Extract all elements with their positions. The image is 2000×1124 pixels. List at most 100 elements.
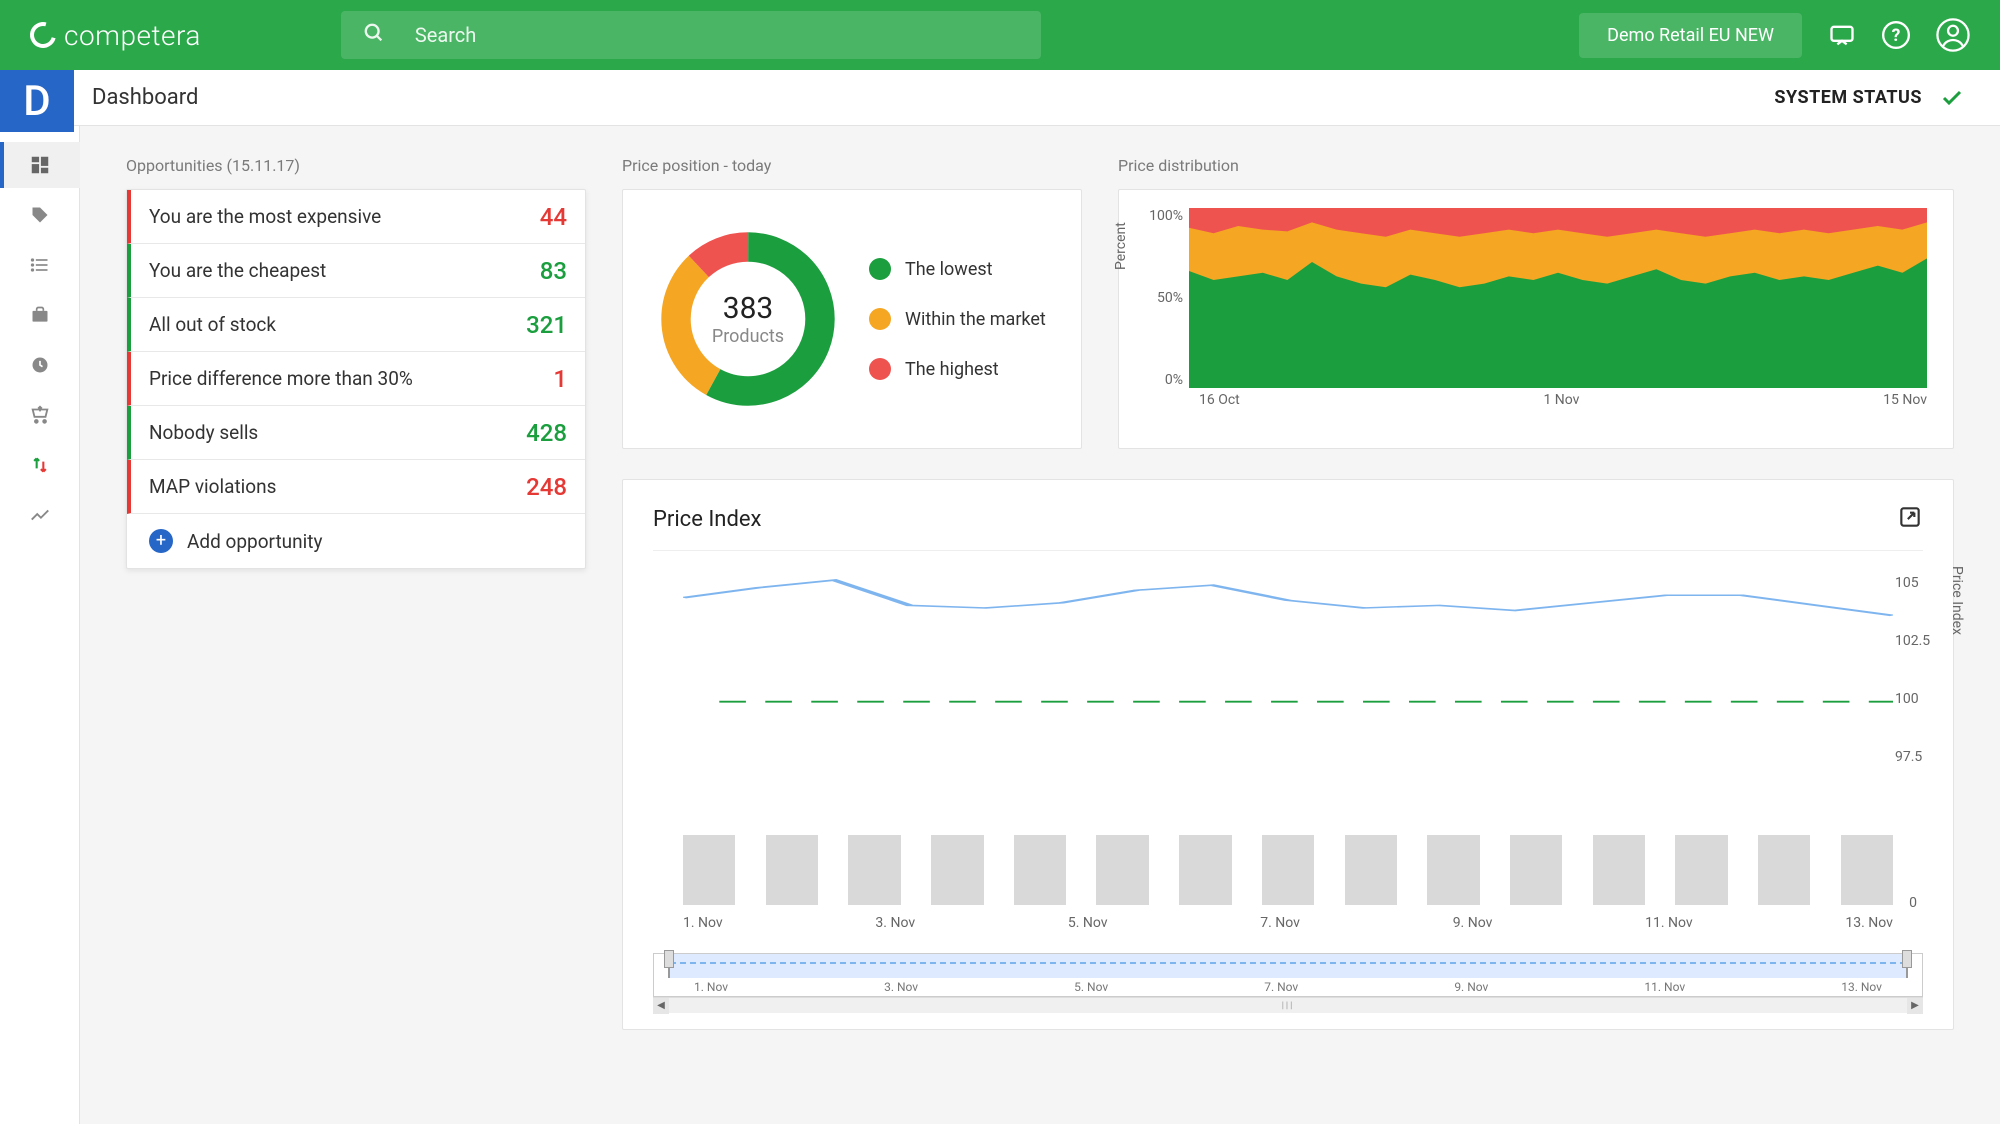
pi-bar bbox=[1345, 835, 1397, 905]
legend-dot-icon bbox=[869, 258, 891, 280]
sidenav-tag[interactable] bbox=[0, 192, 80, 238]
brush-handle-right[interactable] bbox=[1902, 950, 1912, 968]
pi-bar bbox=[931, 835, 983, 905]
expand-icon[interactable] bbox=[1897, 504, 1923, 534]
sidenav-dashboard[interactable] bbox=[0, 142, 80, 188]
pi-bar bbox=[683, 835, 735, 905]
legend-dot-icon bbox=[869, 308, 891, 330]
opportunity-row[interactable]: You are the cheapest83 bbox=[127, 244, 585, 298]
scroll-right-icon[interactable]: ▶ bbox=[1907, 998, 1923, 1014]
brand-logo[interactable]: competera bbox=[30, 19, 201, 52]
opportunity-value: 428 bbox=[526, 419, 567, 447]
brand-logo-icon bbox=[25, 17, 61, 53]
sidenav-history[interactable] bbox=[0, 342, 80, 388]
pi-bar bbox=[1014, 835, 1066, 905]
add-opportunity-button[interactable]: +Add opportunity bbox=[127, 514, 585, 568]
price-position-section: Price position - today 383 Products The … bbox=[622, 156, 1082, 449]
pi-bar bbox=[1179, 835, 1231, 905]
opportunity-value: 1 bbox=[553, 365, 567, 393]
opportunity-row[interactable]: MAP violations248 bbox=[127, 460, 585, 514]
top-row: Price position - today 383 Products The … bbox=[622, 156, 1954, 449]
search-input[interactable] bbox=[415, 23, 1019, 47]
pi-bar bbox=[1510, 835, 1562, 905]
opportunity-value: 321 bbox=[526, 311, 567, 339]
chat-icon[interactable] bbox=[1828, 21, 1856, 49]
topbar: competera Demo Retail EU NEW ? bbox=[0, 0, 2000, 70]
price-index-line-chart: 105 102.5 100 97.5 Price Index bbox=[683, 575, 1893, 815]
user-avatar-icon[interactable] bbox=[1936, 18, 1970, 52]
price-index-bars: 0 bbox=[683, 815, 1893, 905]
cart-icon bbox=[29, 404, 51, 426]
price-index-card: Price Index 105 102.5 100 97.5 Price Ind… bbox=[622, 479, 1954, 1030]
opportunity-label: All out of stock bbox=[149, 313, 276, 336]
pi-axis-label: Price Index bbox=[1949, 566, 1965, 635]
search-icon bbox=[363, 22, 385, 48]
opportunity-label: MAP violations bbox=[149, 475, 276, 498]
pi-bar bbox=[1841, 835, 1893, 905]
legend-item: The lowest bbox=[869, 258, 1046, 280]
pi-bar bbox=[848, 835, 900, 905]
help-icon[interactable]: ? bbox=[1882, 21, 1910, 49]
svg-text:?: ? bbox=[1892, 26, 1901, 46]
price-position-title: Price position - today bbox=[622, 156, 1082, 175]
pi-bar bbox=[1096, 835, 1148, 905]
grid-icon bbox=[29, 154, 51, 176]
pi-bar bbox=[1427, 835, 1479, 905]
opportunity-row[interactable]: Nobody sells 428 bbox=[127, 406, 585, 460]
sidenav bbox=[0, 126, 80, 1124]
legend-dot-icon bbox=[869, 358, 891, 380]
opportunity-row[interactable]: All out of stock 321 bbox=[127, 298, 585, 352]
pi-y-ticks: 105 102.5 100 97.5 bbox=[1895, 575, 1935, 765]
pi-bar bbox=[1593, 835, 1645, 905]
opportunity-label: You are the cheapest bbox=[149, 259, 326, 282]
pi-bar bbox=[1758, 835, 1810, 905]
price-distribution-card: Percent 100% 50% 0% 16 bbox=[1118, 189, 1954, 449]
sidenav-cart[interactable] bbox=[0, 392, 80, 438]
opportunity-row[interactable]: Price difference more than 30%1 bbox=[127, 352, 585, 406]
donut-chart: 383 Products bbox=[653, 224, 843, 414]
clock-icon bbox=[30, 355, 50, 375]
legend-item: The highest bbox=[869, 358, 1046, 380]
add-opportunity-label: Add opportunity bbox=[187, 530, 322, 553]
system-status[interactable]: SYSTEM STATUS bbox=[1774, 86, 1964, 110]
brush-handle-left[interactable] bbox=[664, 950, 674, 968]
scroll-track[interactable]: ||| bbox=[669, 1001, 1907, 1011]
sidenav-swap[interactable] bbox=[0, 442, 80, 488]
sidenav-trend[interactable] bbox=[0, 492, 80, 538]
search-box[interactable] bbox=[341, 11, 1041, 59]
tag-icon bbox=[30, 205, 50, 225]
opportunities-title: Opportunities (15.11.17) bbox=[126, 156, 586, 175]
opportunity-value: 44 bbox=[540, 203, 567, 231]
opportunity-label: You are the most expensive bbox=[149, 205, 381, 228]
briefcase-icon bbox=[30, 305, 50, 325]
price-distribution-title: Price distribution bbox=[1118, 156, 1954, 175]
swap-icon bbox=[30, 455, 50, 475]
opportunities-section: Opportunities (15.11.17) You are the mos… bbox=[126, 156, 586, 569]
sidenav-briefcase[interactable] bbox=[0, 292, 80, 338]
price-position-card: 383 Products The lowest Within the market… bbox=[622, 189, 1082, 449]
content: Opportunities (15.11.17) You are the mos… bbox=[80, 126, 2000, 1124]
list-icon bbox=[30, 255, 50, 275]
sidenav-list[interactable] bbox=[0, 242, 80, 288]
brush-selector[interactable]: 1. Nov3. Nov5. Nov7. Nov9. Nov11. Nov13.… bbox=[653, 953, 1923, 997]
scroll-left-icon[interactable]: ◀ bbox=[653, 998, 669, 1014]
page-title: Dashboard bbox=[92, 85, 198, 110]
system-status-label: SYSTEM STATUS bbox=[1774, 87, 1922, 108]
pd-y-ticks: 100% 50% 0% bbox=[1129, 208, 1189, 388]
donut-label: Products bbox=[712, 326, 784, 347]
org-selector[interactable]: Demo Retail EU NEW bbox=[1579, 13, 1802, 58]
opportunity-row[interactable]: You are the most expensive 44 bbox=[127, 190, 585, 244]
subheader: D Dashboard SYSTEM STATUS bbox=[0, 70, 2000, 126]
workspace-avatar[interactable]: D bbox=[0, 70, 74, 132]
pi-x-ticks: 1. Nov3. Nov5. Nov7. Nov9. Nov11. Nov13.… bbox=[683, 915, 1893, 931]
brand-name: competera bbox=[64, 19, 201, 52]
pd-area-chart bbox=[1189, 208, 1927, 388]
brush-scrollbar[interactable]: ◀ ||| ▶ bbox=[653, 997, 1923, 1013]
legend-item: Within the market bbox=[869, 308, 1046, 330]
donut-legend: The lowest Within the market The highest bbox=[869, 258, 1046, 380]
pd-x-ticks: 16 Oct 1 Nov 15 Nov bbox=[1129, 392, 1927, 408]
pi-bar bbox=[1675, 835, 1727, 905]
check-icon bbox=[1940, 86, 1964, 110]
opportunity-label: Nobody sells bbox=[149, 421, 258, 444]
price-distribution-section: Price distribution Percent 100% 50% 0% bbox=[1118, 156, 1954, 449]
